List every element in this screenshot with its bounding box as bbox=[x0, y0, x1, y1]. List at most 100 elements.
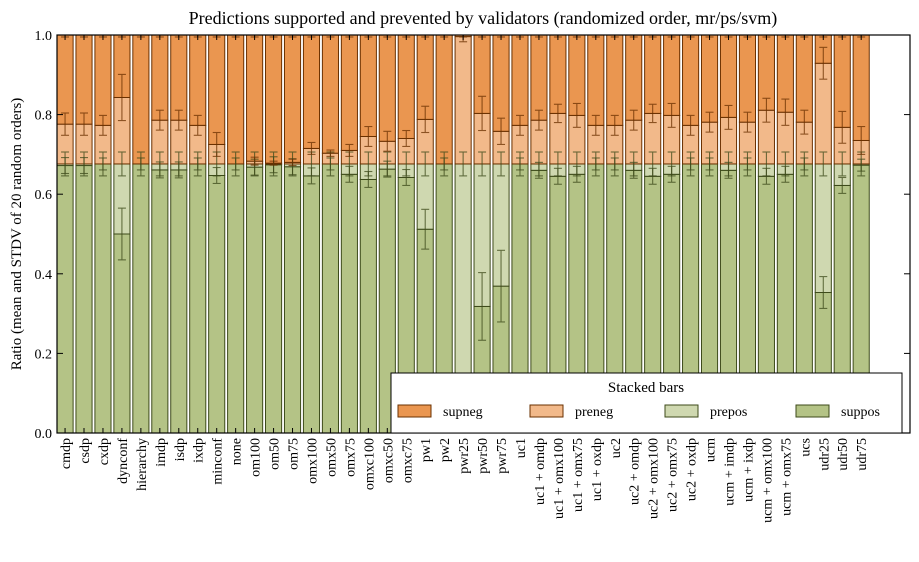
error-bar-preneg bbox=[705, 111, 714, 133]
y-axis-label: Ratio (mean and STDV of 20 random orders… bbox=[9, 98, 25, 371]
bar-supneg bbox=[208, 34, 226, 145]
legend-entry-supneg: supneg bbox=[397, 404, 483, 420]
error-bar-preneg bbox=[61, 112, 70, 136]
error-bar-preneg bbox=[819, 46, 828, 80]
x-tick-label: cmdp bbox=[59, 438, 74, 469]
error-bar-prepos bbox=[572, 151, 581, 177]
x-tick-label: ixdp bbox=[192, 438, 207, 463]
x-tick-label: uc2 + omx75 bbox=[666, 438, 681, 512]
x-tick-label: pwr50 bbox=[476, 438, 491, 474]
x-tick-label: isdp bbox=[173, 438, 188, 461]
y-tick-label: 0.4 bbox=[35, 268, 53, 283]
error-bar-prepos bbox=[819, 151, 828, 177]
bar-supneg bbox=[246, 34, 264, 162]
y-axis-ticks: 0.0 0.2 0.4 0.6 0.8 1.0 bbox=[35, 29, 910, 442]
bar-supneg bbox=[795, 34, 813, 123]
bar-supneg bbox=[321, 34, 339, 154]
bar-supneg bbox=[625, 34, 643, 121]
error-bar-prepos bbox=[421, 151, 430, 177]
bar-supneg bbox=[530, 34, 548, 121]
bar-supneg bbox=[94, 34, 112, 126]
x-tick-label: ucm + ixdp bbox=[741, 438, 756, 502]
bar-supneg bbox=[738, 34, 757, 123]
error-bar-prepos bbox=[497, 151, 506, 177]
x-tick-label: uc2 bbox=[609, 438, 624, 458]
error-bar-preneg bbox=[553, 103, 562, 124]
y-tick-label: 0.8 bbox=[35, 109, 53, 124]
x-tick-label: dynconf bbox=[116, 438, 131, 484]
error-bar-prepos bbox=[440, 151, 449, 177]
error-bar-preneg bbox=[193, 114, 202, 136]
error-bar-prepos bbox=[117, 151, 126, 177]
legend-label-prepos: prepos bbox=[710, 405, 747, 420]
error-bar-prepos bbox=[629, 151, 638, 177]
bar-supneg bbox=[644, 34, 662, 114]
error-bar-preneg bbox=[478, 95, 487, 132]
bar-suppos bbox=[227, 163, 245, 434]
error-bar-prepos bbox=[553, 151, 562, 177]
bar-supneg bbox=[852, 34, 870, 141]
x-tick-label: uc1 + omx100 bbox=[552, 438, 567, 519]
error-bar-preneg bbox=[534, 109, 543, 131]
error-bar-preneg bbox=[497, 117, 506, 145]
x-tick-label: pwr25 bbox=[457, 438, 472, 474]
error-bar-prepos bbox=[534, 151, 543, 177]
error-bar-prepos bbox=[61, 151, 70, 177]
legend-title: Stacked bars bbox=[608, 380, 684, 396]
legend-swatch-preneg bbox=[529, 404, 564, 418]
error-bar-preneg bbox=[667, 102, 676, 128]
legend-swatch-suppos bbox=[795, 404, 830, 418]
x-tick-label: omxc50 bbox=[381, 438, 396, 483]
x-tick-label: pwr75 bbox=[495, 438, 510, 474]
bar-supneg bbox=[189, 34, 207, 126]
bar-suppos bbox=[132, 163, 150, 434]
x-tick-label: omx75 bbox=[343, 438, 358, 477]
x-tick-label: udr75 bbox=[855, 438, 870, 471]
x-tick-label: ucm + omx75 bbox=[779, 438, 794, 516]
error-bar-preneg bbox=[117, 73, 126, 122]
error-bar-preneg bbox=[857, 125, 866, 155]
error-bar-suppos bbox=[117, 207, 126, 261]
error-bar-prepos bbox=[155, 151, 164, 177]
x-tick-label: omx50 bbox=[324, 438, 339, 477]
bar-suppos bbox=[75, 165, 93, 434]
error-bar-prepos bbox=[781, 151, 790, 177]
bar-suppos bbox=[208, 174, 226, 434]
bar-suppos bbox=[151, 169, 169, 434]
bar-supneg bbox=[359, 34, 377, 137]
bar-preneg bbox=[454, 36, 472, 165]
bar-suppos bbox=[94, 163, 112, 434]
bar-suppos bbox=[340, 173, 358, 434]
error-bar-prepos bbox=[80, 151, 89, 177]
x-tick-label: om75 bbox=[287, 438, 302, 470]
x-tick-label: uc1 bbox=[514, 438, 529, 458]
error-bar-preneg bbox=[781, 98, 790, 126]
bar-suppos bbox=[359, 178, 377, 434]
bar-supneg bbox=[492, 34, 510, 132]
x-tick-label: ucm bbox=[704, 438, 719, 462]
bar-supneg bbox=[682, 34, 700, 126]
x-tick-label: uc1 + omx75 bbox=[571, 438, 586, 512]
bar-suppos bbox=[56, 165, 74, 434]
error-bar-preneg bbox=[383, 130, 392, 152]
chart-title: Predictions supported and prevented by v… bbox=[189, 8, 778, 29]
bar-supneg bbox=[265, 34, 283, 164]
error-bar-prepos bbox=[667, 151, 676, 177]
error-bar-preneg bbox=[762, 97, 771, 123]
y-tick-label: 1.0 bbox=[35, 29, 53, 44]
error-bar-preneg bbox=[838, 110, 847, 144]
error-bar-prepos bbox=[724, 151, 733, 177]
x-tick-label: om50 bbox=[268, 438, 283, 470]
error-bar-preneg bbox=[743, 111, 752, 133]
bar-supneg bbox=[56, 34, 74, 125]
error-bar-prepos bbox=[383, 151, 392, 177]
x-tick-label: uc2 + omdp bbox=[628, 438, 643, 505]
error-bar-prepos bbox=[591, 151, 600, 177]
error-bar-suppos bbox=[819, 276, 828, 309]
legend-swatch-prepos bbox=[664, 404, 699, 418]
legend-box bbox=[390, 372, 903, 434]
y-tick-label: 0.2 bbox=[35, 347, 53, 362]
x-tick-label: ucs bbox=[798, 438, 813, 457]
bar-supneg bbox=[587, 34, 605, 126]
bar-supneg bbox=[75, 34, 93, 125]
